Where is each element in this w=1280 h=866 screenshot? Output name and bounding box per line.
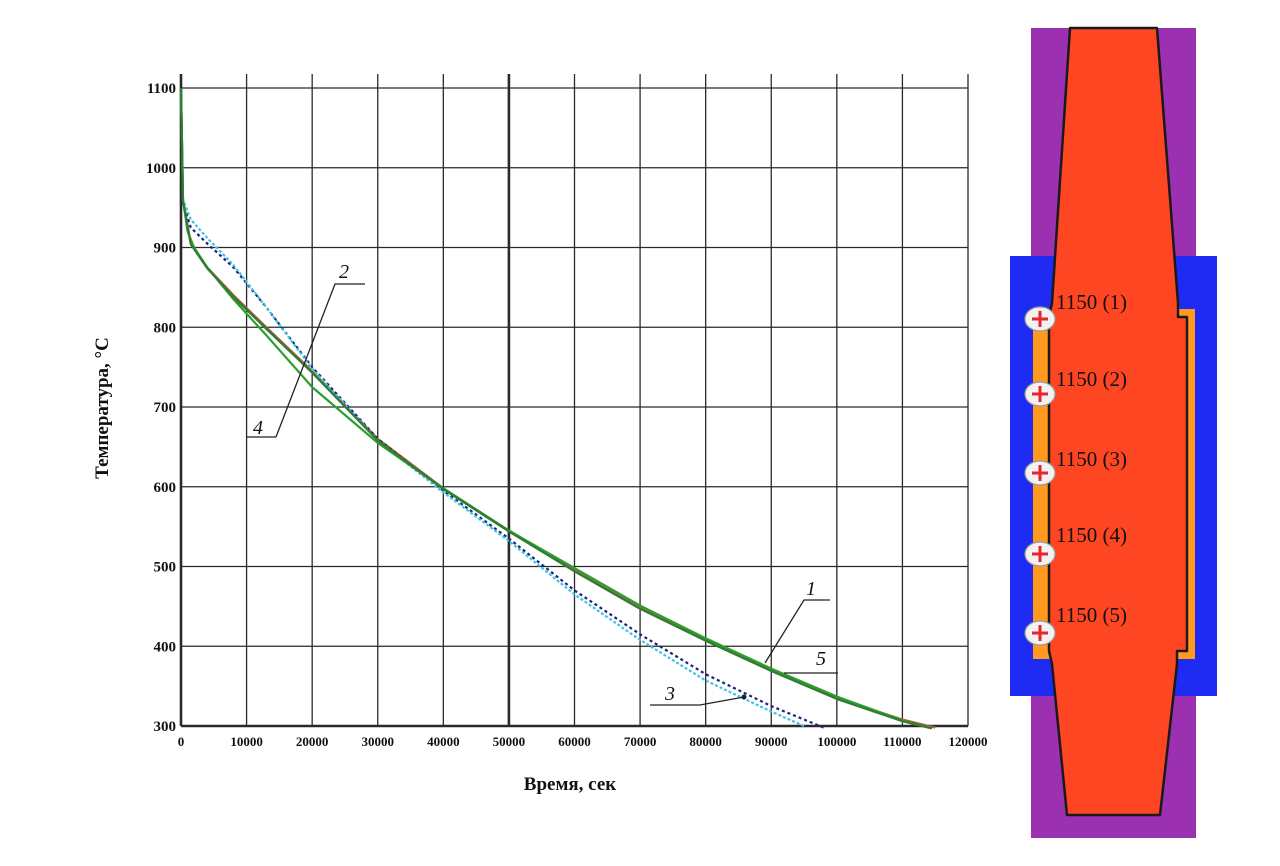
curve-callouts: 2 4 1 5 3 (247, 261, 838, 706)
x-tick-label: 90000 (755, 734, 788, 749)
x-tick-label: 40000 (427, 734, 460, 749)
curve-label-5: 5 (816, 648, 826, 670)
callout-leader-2 (275, 283, 365, 438)
curve-label-3: 3 (664, 683, 675, 705)
y-tick-label: 800 (154, 320, 177, 336)
sensor-label-1: 1150 (1) (1056, 290, 1127, 314)
sensor-markers: 1150 (1) 1150 (2) 1150 (3) 1150 (4) 1150 (5) (1024, 290, 1127, 646)
y-tick-label: 700 (154, 400, 177, 416)
x-tick-label: 60000 (558, 734, 591, 749)
y-tick-label: 600 (154, 480, 177, 496)
x-tick-label: 120000 (949, 734, 988, 749)
y-tick-label: 300 (154, 719, 177, 735)
sensor-label-5: 1150 (5) (1056, 603, 1127, 627)
curve-label-4: 4 (253, 417, 263, 439)
sensor-marker-2: 1150 (2) (1024, 367, 1127, 407)
x-tick-label: 30000 (362, 734, 395, 749)
y-axis-title: Температура, °С (92, 337, 113, 479)
sensor-marker-4: 1150 (4) (1024, 523, 1127, 567)
x-tick-label: 80000 (689, 734, 722, 749)
ingot-core (1047, 26, 1189, 817)
sensor-label-3: 1150 (3) (1056, 447, 1127, 471)
series-line-5 (179, 87, 933, 730)
chart-series (179, 87, 936, 730)
y-tick-label: 500 (154, 560, 177, 576)
curve-label-1: 1 (806, 578, 816, 600)
x-axis-ticks: 0 10000 20000 30000 40000 50000 60000 70000 8000… (178, 734, 988, 749)
y-tick-label: 1100 (147, 81, 176, 97)
x-tick-label: 70000 (624, 734, 657, 749)
ingot-sensor-diagram: 1150 (1) 1150 (2) 1150 (3) 1150 (4) 1150 (5) (1010, 26, 1217, 838)
curve-label-2: 2 (339, 261, 349, 283)
x-axis-title: Время, сек (524, 774, 616, 795)
callout-leader-3 (650, 696, 745, 706)
x-tick-label: 110000 (883, 734, 921, 749)
x-tick-label: 100000 (817, 734, 856, 749)
y-tick-label: 1000 (146, 161, 176, 177)
sensor-marker-3: 1150 (3) (1024, 447, 1127, 486)
x-tick-label: 0 (178, 734, 185, 749)
chart-grid (179, 74, 969, 728)
callout-leader-1 (764, 599, 830, 664)
sensor-label-4: 1150 (4) (1056, 523, 1127, 547)
x-tick-label: 10000 (230, 734, 263, 749)
x-tick-label: 20000 (296, 734, 329, 749)
sensor-label-2: 1150 (2) (1056, 367, 1127, 391)
sensor-marker-1: 1150 (1) (1024, 290, 1127, 332)
cooling-curves-chart: 300 400 500 600 700 800 900 1000 1100 0 10000 2000… (92, 74, 988, 795)
x-tick-label: 50000 (493, 734, 526, 749)
y-axis-ticks: 300 400 500 600 700 800 900 1000 1100 (146, 81, 176, 735)
y-tick-label: 900 (154, 241, 177, 257)
sensor-marker-5: 1150 (5) (1024, 603, 1127, 646)
callout-3-marker (741, 694, 747, 700)
y-tick-label: 400 (154, 639, 177, 655)
